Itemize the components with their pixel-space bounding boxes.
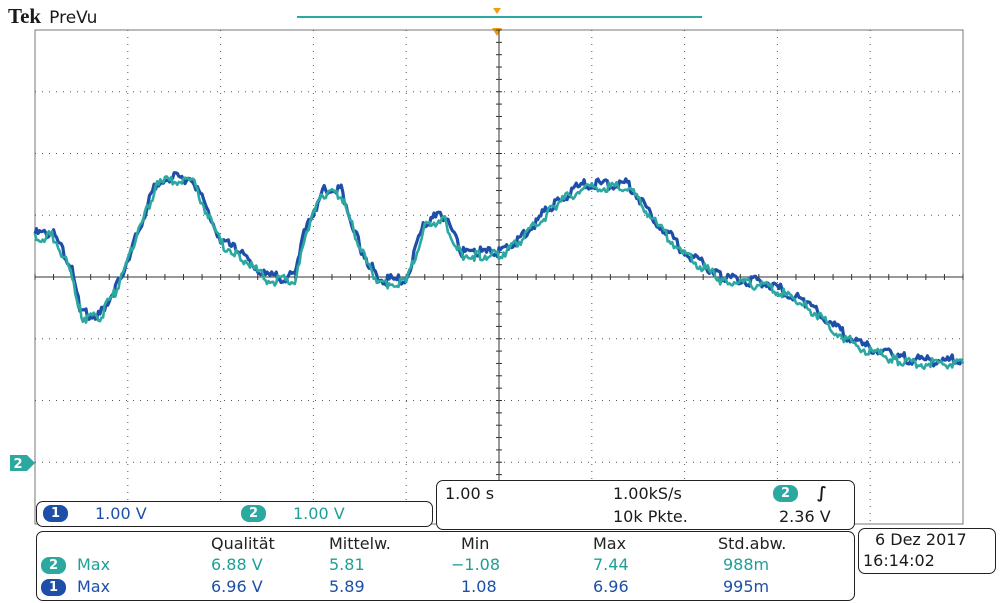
record-length: 10k Pkte. [613,507,688,526]
row-ch1-quality: 6.96 V [211,577,263,596]
rising-edge-icon: ∫ [817,483,827,502]
ch2-ground-label: 2 [13,457,22,472]
row-ch1-badge: 1 [41,579,67,596]
trigger-source-badge[interactable]: 2 [773,485,799,502]
scope-brand: Tek PreVu [8,4,97,29]
graticule [34,29,964,525]
row-ch1-label: Max [77,577,111,596]
ch1-scale: 1.00 V [95,504,147,523]
row-ch2-mean: 5.81 [329,555,365,574]
channel-scale-panel[interactable]: 1 1.00 V 2 1.00 V [36,501,433,527]
trigger-position-icon [493,8,501,14]
measurements-panel[interactable]: Qualität Mittelw. Min Max Std.abw. 2 Max… [36,531,855,601]
row-ch2-stddev: 988m [723,555,770,574]
header-min: Min [461,534,490,553]
row-ch2-min: −1.08 [451,555,501,574]
time: 16:14:02 [863,551,935,570]
row-ch1-max: 6.96 [593,577,629,596]
traces [33,171,965,371]
time-per-div: 1.00 s [445,484,495,503]
header-quality: Qualität [211,534,275,553]
sample-rate: 1.00kS/s [613,484,682,503]
ch2-trace [33,175,965,371]
ch2-scale: 1.00 V [293,504,345,523]
ch1-badge[interactable]: 1 [43,505,69,522]
ch2-ground-marker[interactable]: 2 [10,455,35,472]
trigger-level: 2.36 V [779,507,831,526]
row-ch2-badge: 2 [41,557,67,574]
ch2-badge[interactable]: 2 [241,505,267,522]
timebase-trigger-panel[interactable]: 1.00 s 1.00kS/s 10k Pkte. 2 ∫ 2.36 V [436,480,855,530]
row-ch1-min: 1.08 [461,577,497,596]
datetime-panel: 6 Dez 2017 16:14:02 [858,528,996,574]
header-max: Max [593,534,627,553]
row-ch2-label: Max [77,555,111,574]
date: 6 Dez 2017 [875,530,967,549]
row-ch1-stddev: 995m [723,577,770,596]
header-mean: Mittelw. [329,534,391,553]
row-ch2-quality: 6.88 V [211,555,263,574]
row-ch2-max: 7.44 [593,555,629,574]
trigger-point-marker-icon [492,28,502,36]
acquisition-mode: PreVu [49,8,98,28]
header-stddev: Std.abw. [718,534,787,553]
brand-name: Tek [8,4,42,28]
row-ch1-mean: 5.89 [329,577,365,596]
